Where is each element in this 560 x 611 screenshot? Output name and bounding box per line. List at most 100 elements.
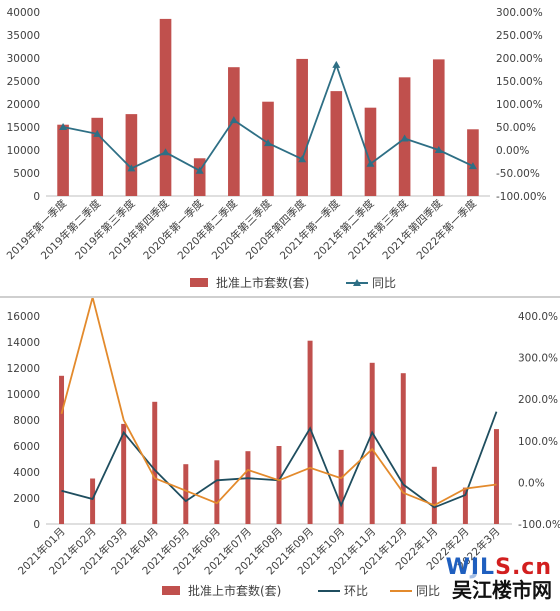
- y-left-tick-label: 35000: [7, 30, 40, 42]
- bar: [91, 117, 104, 196]
- y-right-tick-label: 0.00%: [496, 145, 529, 157]
- y-left-tick-label: 12000: [7, 363, 40, 375]
- legend-marker: [353, 279, 361, 286]
- watermark-site-name: 吴江楼市网: [452, 574, 552, 603]
- y-right-tick-label: 300.0%: [518, 353, 558, 365]
- x-tick-label: 2021年第四季度: [380, 197, 446, 263]
- x-tick-label: 2021年第二季度: [311, 197, 377, 263]
- legend-label: 同比: [372, 276, 396, 290]
- bar: [183, 464, 189, 524]
- line-point: [332, 60, 341, 68]
- line-point: [434, 146, 443, 153]
- watermark-logo: WJLS.cn 吴江楼市网: [420, 555, 552, 603]
- line-point: [298, 155, 307, 163]
- bar: [59, 375, 65, 524]
- bar: [431, 466, 437, 524]
- y-right-tick-label: 250.00%: [496, 30, 543, 42]
- y-right-tick-label: 150.00%: [496, 76, 543, 88]
- series-line: [60, 293, 497, 507]
- y-left-tick-label: 5000: [13, 168, 40, 180]
- line-point: [59, 123, 68, 130]
- bar: [159, 18, 172, 197]
- y-right-tick-label: -100.0%: [518, 519, 560, 531]
- x-tick-label: 2020年第四季度: [243, 197, 309, 263]
- y-left-tick-label: 14000: [7, 337, 40, 349]
- bar: [462, 487, 468, 524]
- x-tick-label: 2021年第三季度: [346, 197, 412, 263]
- panel-divider: [0, 296, 560, 298]
- quarterly-chart: 0 5000 10000 15000 20000 25000 30000 35000 40000…: [4, 7, 547, 290]
- monthly-chart: 0 2000 4000 6000 8000 10000 12000 14000 16000 -10…: [7, 293, 560, 598]
- line-point: [127, 164, 136, 172]
- bar: [121, 423, 127, 524]
- y-right-tick-label: -50.00%: [496, 168, 540, 180]
- y-right-tick-label: 100.00%: [496, 99, 543, 111]
- legend-label: 同比: [416, 584, 440, 598]
- y-right-tick-label: 400.0%: [518, 311, 558, 323]
- line-point: [468, 162, 477, 170]
- x-tick-label: 2020年第二季度: [175, 197, 241, 263]
- y-left-tick-label: 20000: [7, 99, 40, 111]
- line-point: [161, 148, 170, 156]
- line-point: [93, 129, 102, 137]
- x-tick-label: 2020年第一季度: [141, 197, 207, 263]
- y-right-tick-label: 0.0%: [518, 477, 545, 489]
- legend-label: 环比: [344, 584, 368, 598]
- chart-panel-quarterly: 0 5000 10000 15000 20000 25000 30000 35000 40000…: [0, 0, 560, 296]
- y-left-tick-label: 0: [33, 191, 40, 203]
- x-tick-label: 2021年第一季度: [277, 197, 343, 263]
- x-tick-label: 2022年第一季度: [414, 197, 480, 263]
- y-right-tick-label: -100.00%: [496, 191, 547, 203]
- x-tick-label: 2019年第四季度: [106, 197, 172, 263]
- bar: [493, 429, 499, 524]
- y-right-tick-label: 200.0%: [518, 394, 558, 406]
- bar: [364, 107, 377, 196]
- y-right-tick-label: 100.0%: [518, 436, 558, 448]
- line-point: [264, 139, 272, 147]
- line-point: [400, 134, 409, 142]
- y-left-tick-label: 6000: [13, 441, 40, 453]
- x-tick-label: 2020年第三季度: [209, 197, 275, 263]
- bar: [214, 460, 220, 524]
- bar: [125, 114, 138, 196]
- x-tick-label: 2019年第一季度: [4, 197, 70, 263]
- y-left-tick-label: 4000: [13, 467, 40, 479]
- bar: [330, 91, 343, 196]
- bar: [296, 58, 308, 196]
- legend-swatch: [190, 278, 208, 287]
- bar: [369, 362, 375, 524]
- bar: [90, 478, 96, 524]
- bar: [262, 101, 274, 196]
- y-left-tick-label: 2000: [13, 493, 40, 505]
- bar: [193, 158, 206, 196]
- x-tick-label: 2019年第二季度: [38, 197, 104, 263]
- bar: [57, 124, 69, 196]
- y-right-tick-label: 50.00%: [496, 122, 536, 134]
- bar: [432, 59, 445, 196]
- legend-swatch: [162, 586, 180, 595]
- y-left-tick-label: 0: [33, 519, 40, 531]
- x-tick-label: 2019年第三季度: [72, 197, 138, 263]
- line-point: [195, 166, 204, 174]
- bar: [245, 451, 251, 524]
- legend-label: 批准上市套数(套): [188, 583, 281, 598]
- bar: [228, 67, 240, 196]
- bar: [338, 449, 344, 524]
- y-left-tick-label: 16000: [7, 311, 40, 323]
- y-right-tick-label: 300.00%: [496, 7, 543, 19]
- chart-panel-monthly: 0 2000 4000 6000 8000 10000 12000 14000 16000 -10…: [0, 293, 560, 607]
- line-point: [366, 159, 375, 167]
- line-point: [229, 116, 238, 124]
- y-left-tick-label: 10000: [7, 389, 40, 401]
- y-left-tick-label: 8000: [13, 415, 40, 427]
- y-left-tick-label: 40000: [7, 7, 40, 19]
- bar: [400, 373, 406, 524]
- y-left-tick-label: 15000: [7, 122, 40, 134]
- bar: [307, 340, 313, 524]
- bar: [152, 401, 158, 524]
- legend-label: 批准上市套数(套): [216, 275, 309, 290]
- y-left-tick-label: 30000: [7, 53, 40, 65]
- y-left-tick-label: 25000: [7, 76, 40, 88]
- y-left-tick-label: 10000: [7, 145, 40, 157]
- bar: [276, 446, 282, 524]
